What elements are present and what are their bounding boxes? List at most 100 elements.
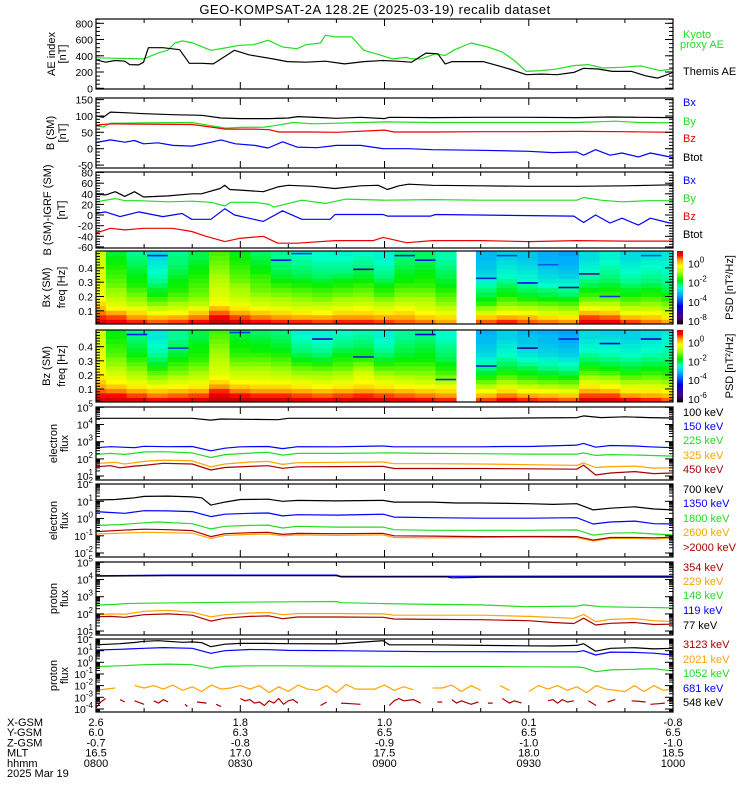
heatmap-cell [620, 282, 642, 288]
heatmap-cell [476, 361, 497, 367]
heatmap-cell [291, 278, 313, 284]
heatmap-cell [517, 366, 539, 371]
y-tick-label: 100 [77, 511, 94, 526]
heatmap-cell [579, 255, 600, 261]
heatmap-cell [147, 366, 169, 371]
heatmap-cell [209, 264, 230, 270]
heatmap-cell [599, 384, 621, 389]
legend-label-bx: Bx [683, 97, 696, 109]
y-tick-label: 10-2 [74, 678, 93, 693]
colorbar-segment [677, 256, 683, 259]
colorbar-segment [677, 292, 683, 294]
series-line-2600-kev [96, 531, 673, 542]
heatmap-cell [476, 282, 497, 288]
heatmap-cell [188, 334, 210, 340]
x-row-value: 6.5 [521, 727, 536, 739]
series-line-2021-kev [96, 683, 673, 694]
heatmap-cell [414, 352, 436, 358]
heatmap-cell [496, 388, 518, 394]
colorbar-segment [677, 314, 683, 317]
heatmap-cell [537, 348, 559, 353]
colorbar-segment [677, 274, 683, 277]
legend-label-148-kev: 148 keV [683, 590, 724, 602]
colorbar-segment [677, 349, 683, 351]
heatmap-cell [311, 334, 333, 340]
series-lines [96, 183, 673, 244]
colorbar-segment [677, 343, 683, 346]
heatmap-cell [558, 361, 580, 367]
y-tick-label-base: 10 [77, 657, 89, 669]
colorbar-segment [677, 316, 683, 318]
heatmap-cell [394, 251, 416, 256]
series-line-100-kev [96, 415, 673, 421]
heatmap-cell [106, 264, 127, 270]
colorbar-segment [677, 255, 683, 258]
heatmap-cell [599, 278, 621, 284]
heatmap-cell [147, 343, 169, 349]
colorbar-tick-label-base: 10 [688, 297, 700, 309]
heatmap-cell [188, 264, 210, 270]
colorbar-segment [677, 269, 683, 271]
heatmap-cell [209, 330, 230, 335]
heatmap-cell [558, 296, 580, 302]
heatmap-cell [167, 292, 189, 298]
heatmap-cell [579, 330, 600, 335]
heatmap-cell [579, 273, 600, 279]
heatmap-cell [106, 287, 127, 293]
heatmap-cell [270, 255, 292, 261]
heatmap-cell [147, 287, 169, 293]
heatmap-cell [311, 251, 333, 256]
heatmap-cell [188, 310, 210, 316]
legend-label-bz: Bz [683, 211, 696, 223]
heatmap-cell [96, 330, 107, 335]
heatmap-streak [579, 273, 600, 275]
heatmap-cell [496, 255, 518, 261]
heatmap-cell [579, 370, 600, 376]
colorbar-segment [677, 253, 683, 255]
heatmap-cell [229, 366, 251, 371]
heatmap-cell [209, 352, 230, 358]
plot-frame [95, 250, 674, 325]
heatmap-cell [106, 282, 127, 288]
series-line-kyoto-proxy-ae [96, 34, 673, 72]
heatmap-cell [394, 292, 416, 298]
colorbar-segment [677, 385, 683, 387]
heatmap-cell [209, 343, 230, 349]
heatmap-cell [270, 314, 292, 320]
heatmap-cell [229, 292, 251, 298]
heatmap-streak [537, 263, 559, 266]
colorbar-segment [677, 268, 683, 270]
heatmap-cell [517, 339, 539, 344]
heatmap-cell [167, 296, 189, 302]
heatmap-cell [147, 269, 169, 275]
colorbar-segment [677, 371, 683, 374]
legend-label-by: By [683, 116, 696, 128]
y-tick-label-exponent: 1 [89, 468, 94, 477]
heatmap-cell [229, 264, 251, 270]
y-tick-label-base: 10 [74, 704, 86, 716]
heatmap-cell [147, 278, 169, 284]
heatmap-cell [558, 384, 580, 389]
heatmap-cell [167, 314, 189, 320]
heatmap-streak [640, 338, 662, 340]
heatmap-cell [147, 292, 169, 298]
heatmap-cell [96, 269, 107, 275]
heatmap-cell [435, 339, 457, 344]
heatmap-cell [270, 352, 292, 358]
heatmap-cell [373, 361, 395, 367]
heatmap-cell [414, 255, 436, 261]
heatmap-cell [96, 305, 107, 311]
heatmap-cell [476, 260, 497, 266]
heatmap-cell [353, 375, 375, 380]
y-tick-label-base: 10 [77, 496, 89, 508]
heatmap-cell [558, 305, 580, 311]
series-lines [96, 495, 673, 542]
colorbar-tick-label-base: 10 [688, 258, 700, 270]
heatmap-cell [496, 282, 518, 288]
heatmap-cell [291, 370, 313, 376]
legend-label-1350-kev: 1350 keV [683, 498, 730, 510]
heatmap-cell [209, 379, 230, 385]
heatmap-cell [661, 348, 673, 353]
legend-label-by: By [683, 193, 696, 205]
heatmap-cell [291, 282, 313, 288]
